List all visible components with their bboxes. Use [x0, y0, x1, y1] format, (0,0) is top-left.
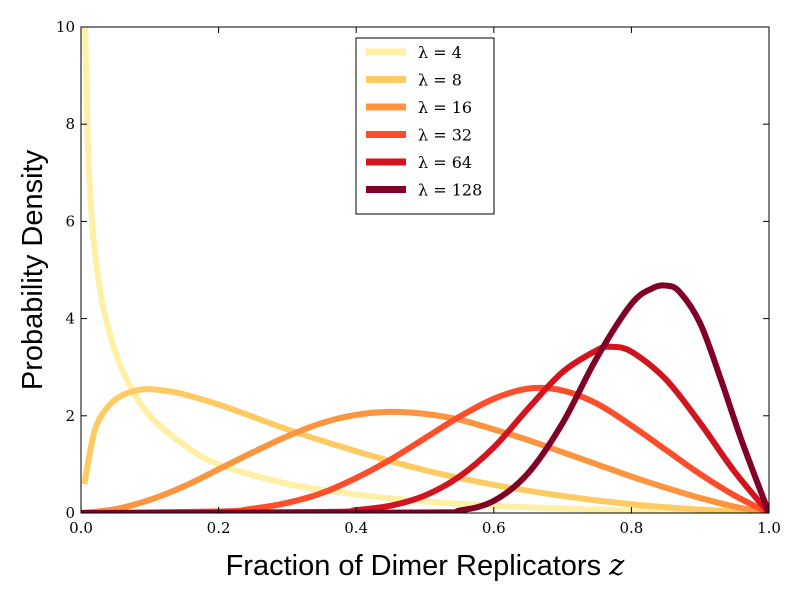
y-tick-label: 10	[56, 18, 75, 36]
plot-frame	[80, 26, 770, 514]
series-line-4	[81, 384, 769, 513]
legend-label-6: λ = 128	[418, 181, 482, 200]
legend-label-5: λ = 64	[418, 153, 472, 172]
x-tick-label: 0.0	[69, 519, 93, 537]
legend-label-2: λ = 8	[418, 71, 462, 90]
series-line-2	[81, 386, 769, 513]
y-tick-label: 8	[65, 115, 75, 133]
legend-label-1: λ = 4	[418, 43, 462, 62]
x-tick-label: 1.0	[757, 519, 781, 537]
y-axis-title: Probability Density	[17, 149, 49, 390]
series-line-1	[82, 27, 769, 513]
ticks-layer: 0.0 0.2 0.4 0.6 0.8 1.0 0 2 4 6 8 10	[56, 18, 781, 537]
y-tick-label: 4	[65, 310, 75, 328]
legend-label-4: λ = 32	[418, 126, 472, 145]
series-layer	[81, 27, 769, 513]
x-tick-label: 0.2	[207, 519, 231, 537]
x-axis-title-text: Fraction of Dimer Replicators	[226, 550, 602, 582]
x-tick-label: 0.8	[619, 519, 643, 537]
x-tick-label: 0.6	[482, 519, 506, 537]
legend: λ = 4 λ = 8 λ = 16 λ = 32 λ = 64 λ = 128	[355, 37, 495, 215]
series-line-6	[81, 282, 769, 513]
x-axis-title: Fraction of Dimer Replicators z	[226, 548, 626, 582]
series-line-3	[81, 408, 769, 513]
x-axis-variable: z	[608, 548, 625, 582]
x-tick-label: 0.4	[344, 519, 368, 537]
legend-box	[355, 37, 495, 215]
legend-label-3: λ = 16	[418, 98, 472, 117]
y-tick-label: 2	[65, 407, 75, 425]
y-tick-label: 0	[65, 504, 75, 522]
y-tick-label: 6	[65, 212, 75, 230]
